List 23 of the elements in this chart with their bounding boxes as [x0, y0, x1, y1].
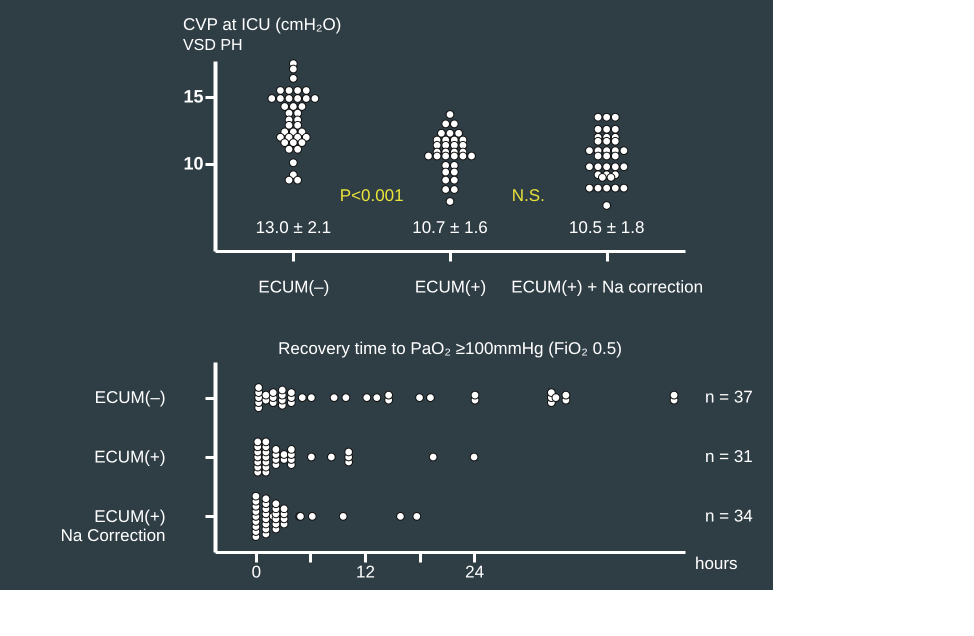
x-tick-label: ECUM(–): [258, 278, 330, 296]
y-tick-label: ECUM(–): [94, 388, 166, 408]
annotation: 10.7 ± 1.6: [412, 218, 488, 237]
y-tick-label: 15: [183, 86, 204, 107]
x-tick-label: 12: [356, 562, 375, 582]
y-tick-label: ECUM(+): [94, 448, 166, 466]
x-tick-label: 24: [465, 562, 484, 582]
y-tick-label: 10: [183, 154, 204, 174]
x-tick-label: ECUM(+): [414, 278, 486, 296]
chart-title: Recovery time to PaO₂ ≥100mmHg (FiO₂ 0.5): [278, 339, 622, 358]
x-tick-label: 0: [252, 562, 262, 582]
annotation: P<0.001: [340, 186, 404, 205]
chart-title: CVP at ICU (cmH₂O): [182, 14, 342, 34]
annotation: 10.5 ± 1.8: [568, 218, 644, 237]
text: n = 34: [705, 506, 753, 526]
x-tick-label: ECUM(+) + Na correction: [511, 278, 704, 296]
x-axis-title: hours: [695, 554, 738, 573]
y-tick-label: ECUM(+) Na Correction: [60, 506, 166, 545]
chart-subtitle: VSD PH: [182, 36, 243, 54]
annotation: 13.0 ± 2.1: [256, 218, 332, 237]
annotation: N.S.: [512, 186, 545, 205]
text: n = 37: [705, 388, 753, 407]
text: n = 31: [705, 447, 753, 466]
